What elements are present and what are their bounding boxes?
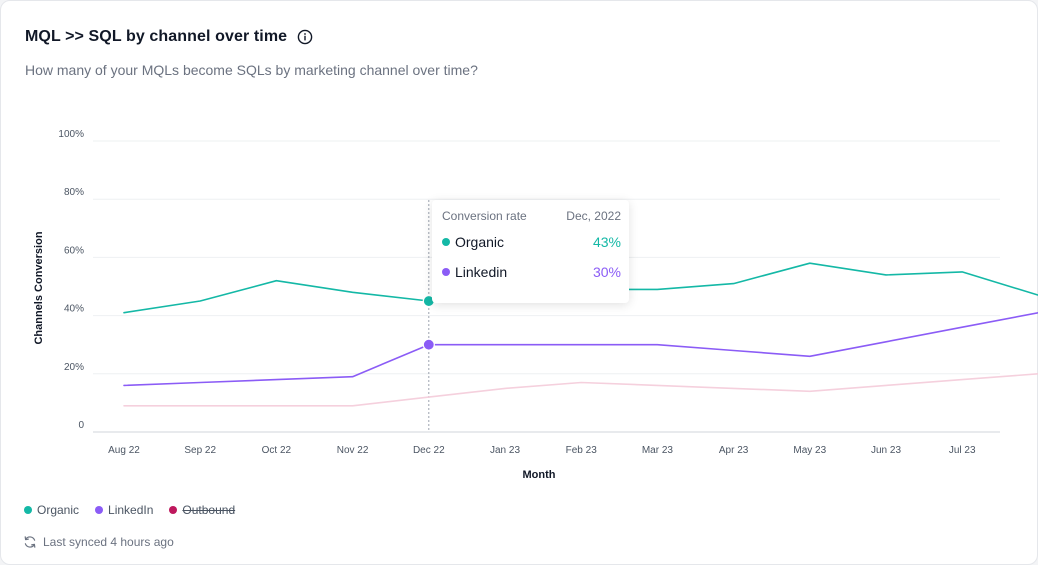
chart-subtitle: How many of your MQLs become SQLs by mar… <box>25 62 478 78</box>
y-tick-label: 80% <box>64 187 84 198</box>
x-tick-label: Feb 23 <box>566 445 598 456</box>
tooltip-date: Dec, 2022 <box>566 209 621 223</box>
chart-title: MQL >> SQL by channel over time <box>25 28 288 45</box>
tooltip-series-value: 43% <box>592 234 621 250</box>
organic-dot-icon <box>442 238 450 246</box>
x-tick-label: Oct 22 <box>262 445 292 456</box>
legend-label: LinkedIn <box>108 503 154 517</box>
tooltip-series-name: Organic <box>455 234 505 250</box>
legend-label: Organic <box>37 503 80 517</box>
tooltip-row-linkedin: Linkedin 30% <box>442 264 621 280</box>
x-tick-label: Dec 22 <box>413 445 445 456</box>
tooltip-label: Conversion rate <box>442 209 527 223</box>
x-tick-label: Mar 23 <box>642 445 674 456</box>
title-row: MQL >> SQL by channel over time <box>25 28 313 46</box>
organic-dot-icon <box>24 506 32 514</box>
x-axis-title: Month <box>523 469 556 481</box>
x-tick-label: Sep 22 <box>184 445 216 456</box>
refresh-icon[interactable] <box>23 535 37 549</box>
legend-item-outbound[interactable]: Outbound <box>169 503 235 517</box>
sync-text: Last synced 4 hours ago <box>43 535 174 549</box>
highlight-markers <box>422 294 435 351</box>
x-tick-label: Jan 23 <box>490 445 520 456</box>
y-tick-label: 20% <box>64 362 84 373</box>
info-icon[interactable] <box>297 29 313 45</box>
series-line-outbound <box>123 373 1038 407</box>
legend-item-organic[interactable]: Organic <box>24 503 79 517</box>
x-axis-ticks: Aug 22 Sep 22 Oct 22 Nov 22 Dec 22 Jan 23 Feb … <box>108 445 976 456</box>
tooltip-header: Conversion rate Dec, 2022 <box>442 209 621 223</box>
x-tick-label: Jul 23 <box>949 445 976 456</box>
tooltip-series-name: Linkedin <box>455 264 508 280</box>
x-tick-label: Jun 23 <box>871 445 901 456</box>
sync-status: Last synced 4 hours ago <box>23 535 174 549</box>
linkedin-dot-icon <box>442 268 450 276</box>
y-axis-title: Channels Conversion <box>33 231 45 344</box>
legend-label: Outbound <box>182 503 236 517</box>
y-tick-label: 100% <box>58 129 84 140</box>
y-tick-label: 60% <box>64 245 84 256</box>
linkedin-dot-icon <box>95 506 104 514</box>
y-axis-ticks: 0 20% 40% 60% 80% 100% <box>58 129 84 431</box>
highlight-point-linkedin[interactable] <box>422 338 435 351</box>
series-line-linkedin <box>123 311 1038 387</box>
y-tick-label: 0 <box>78 420 84 431</box>
x-tick-label: Apr 23 <box>719 445 749 456</box>
x-tick-label: Aug 22 <box>108 445 140 456</box>
chart-tooltip: Conversion rate Dec, 2022 Organic 43% Li… <box>432 200 629 303</box>
x-tick-label: Nov 22 <box>337 445 369 456</box>
y-tick-label: 40% <box>64 304 84 315</box>
x-tick-label: May 23 <box>793 445 826 456</box>
grid-lines <box>93 140 1000 433</box>
legend-item-linkedin[interactable]: LinkedIn <box>95 503 153 517</box>
tooltip-row-organic: Organic 43% <box>442 234 621 250</box>
outbound-dot-icon <box>169 506 178 514</box>
chart-legend: Organic LinkedIn Outbound <box>24 503 235 517</box>
tooltip-series-value: 30% <box>592 264 621 280</box>
